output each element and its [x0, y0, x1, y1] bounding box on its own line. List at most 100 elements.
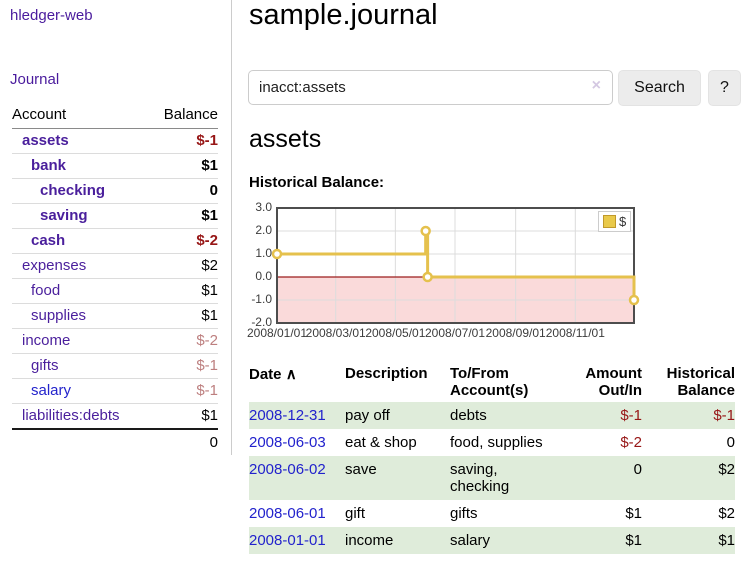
- y-axis-tick-label: 1.0: [255, 246, 272, 260]
- transaction-balance: $1: [718, 532, 735, 549]
- register-row: 2008-01-01 income salary $1 $1: [249, 527, 735, 554]
- account-row: income $-2: [12, 328, 218, 354]
- x-axis-tick-label: 2008/05/01: [365, 326, 426, 340]
- clear-search-icon[interactable]: ×: [591, 77, 601, 94]
- search-form: × Search ?: [248, 70, 742, 106]
- account-row: salary $-1: [12, 378, 218, 404]
- transaction-amount: 0: [633, 461, 642, 478]
- register-row: 2008-06-01 gift gifts $1 $2: [249, 500, 735, 527]
- account-row: checking 0: [12, 178, 218, 204]
- transaction-date-link[interactable]: 2008-06-03: [249, 434, 326, 451]
- legend-swatch-icon: [603, 215, 616, 228]
- page-title: sample.journal: [249, 0, 438, 31]
- transaction-balance: $2: [718, 505, 735, 522]
- transaction-accounts: debts: [450, 407, 487, 424]
- help-button[interactable]: ?: [708, 70, 741, 106]
- account-balance: $-1: [148, 378, 218, 404]
- accounts-total-value: 0: [148, 428, 218, 455]
- accounts-header-row: Account Balance: [12, 103, 218, 129]
- account-balance: $1: [201, 407, 218, 424]
- transaction-amount: $1: [625, 505, 642, 522]
- sidebar-account-link[interactable]: liabilities:debts: [22, 407, 120, 424]
- brand-link[interactable]: hledger-web: [10, 7, 93, 24]
- balance-column-header: Balance: [148, 103, 218, 129]
- sidebar: hledger-web Journal Account Balance asse…: [0, 0, 232, 455]
- sidebar-account-link[interactable]: saving: [40, 207, 88, 224]
- transaction-balance: $-1: [713, 407, 735, 424]
- y-axis-tick-label: -1.0: [251, 292, 272, 306]
- description-column-header: Description: [345, 365, 428, 382]
- historical-balance-label: Historical Balance:: [249, 174, 385, 191]
- y-axis-tick-label: 0.0: [255, 269, 272, 283]
- account-row: expenses $2: [12, 253, 218, 279]
- sidebar-account-link[interactable]: checking: [40, 182, 106, 199]
- account-balance: $1: [148, 203, 218, 229]
- main-content: sample.journal × Search ? assets Histori…: [247, 0, 742, 582]
- transaction-date-link[interactable]: 2008-06-02: [249, 461, 326, 478]
- legend-label: $: [619, 214, 627, 229]
- sidebar-item-journal[interactable]: Journal: [10, 71, 60, 88]
- x-axis-tick-label: 2008/09/01: [485, 326, 546, 340]
- accounts-body: assets $-1 bank $1 checking 0 saving $1 cash $-2 e…: [12, 128, 218, 430]
- account-row: supplies $1: [12, 303, 218, 329]
- transaction-description: eat & shop: [345, 434, 417, 451]
- x-axis-tick-label: 2008/11/01: [545, 326, 605, 340]
- accounts-total-row: 0: [12, 428, 218, 455]
- search-box: ×: [248, 70, 613, 105]
- register-row: 2008-12-31 pay off debts $-1 $-1: [249, 402, 735, 429]
- sidebar-account-link[interactable]: bank: [31, 157, 67, 174]
- x-axis-tick-label: 2008/03/01: [305, 326, 366, 340]
- sidebar-account-link[interactable]: income: [22, 332, 71, 349]
- transaction-description: pay off: [345, 407, 390, 424]
- account-row: cash $-2: [12, 228, 218, 254]
- amount-column-header: Amount Out/In: [585, 365, 642, 399]
- register-row: 2008-06-02 save saving, checking 0 $2: [249, 456, 735, 500]
- account-heading: assets: [249, 125, 322, 153]
- transaction-date-link[interactable]: 2008-12-31: [249, 407, 326, 424]
- sidebar-account-link[interactable]: food: [31, 282, 61, 299]
- search-input[interactable]: [248, 70, 613, 105]
- sort-ascending-icon: ∧: [285, 366, 297, 383]
- account-row: assets $-1: [12, 128, 218, 154]
- chart-legend: $: [598, 211, 632, 232]
- accounts-column-header: To/From Account(s): [450, 365, 529, 399]
- account-balance: $-2: [148, 228, 218, 254]
- transaction-accounts: food, supplies: [450, 434, 543, 451]
- account-row: liabilities:debts $1: [12, 404, 218, 430]
- transaction-amount: $1: [625, 532, 642, 549]
- account-row: bank $1: [12, 153, 218, 179]
- sidebar-account-link[interactable]: gifts: [31, 357, 59, 374]
- transaction-description: gift: [345, 505, 366, 522]
- transaction-description: income: [345, 532, 394, 549]
- account-balance: $1: [148, 153, 218, 179]
- register-body: 2008-12-31 pay off debts $-1 $-1 2008-06-03 ea…: [249, 402, 735, 554]
- register-table: Date ∧ Description To/From Account(s) Am…: [249, 362, 735, 554]
- y-axis-tick-label: -2.0: [251, 315, 272, 329]
- balance-chart: $ 3.0 2.0 1.0 0.0 -1.0 -2.0 2008/01/01 2008/03/…: [247, 200, 742, 352]
- sidebar-account-link[interactable]: salary: [31, 382, 72, 399]
- account-balance: 0: [148, 178, 218, 204]
- sidebar-account-link[interactable]: supplies: [31, 307, 87, 324]
- account-balance: $1: [148, 278, 218, 304]
- x-axis-tick-label: 2008/07/01: [424, 326, 486, 340]
- search-button[interactable]: Search: [618, 70, 701, 106]
- account-row: gifts $-1: [12, 353, 218, 379]
- sidebar-account-link[interactable]: assets: [22, 132, 69, 149]
- account-balance: $1: [148, 303, 218, 329]
- date-column-header[interactable]: Date ∧: [249, 366, 297, 383]
- account-row: food $1: [12, 278, 218, 304]
- transaction-description: save: [345, 461, 377, 478]
- register-row: 2008-06-03 eat & shop food, supplies $-2 0: [249, 429, 735, 456]
- account-balance: $-1: [148, 128, 218, 154]
- transaction-date-link[interactable]: 2008-06-01: [249, 505, 326, 522]
- transaction-accounts: gifts: [450, 505, 478, 522]
- transaction-date-link[interactable]: 2008-01-01: [249, 532, 326, 549]
- accounts-table: Account Balance assets $-1 bank $1 checking 0…: [12, 103, 218, 455]
- sidebar-account-link[interactable]: expenses: [22, 257, 87, 274]
- transaction-accounts: salary: [450, 532, 491, 549]
- transaction-accounts: saving, checking: [450, 461, 510, 495]
- register-header-row: Date ∧ Description To/From Account(s) Am…: [249, 362, 735, 402]
- sidebar-account-link[interactable]: cash: [31, 232, 66, 249]
- x-axis-tick-label: 2008/01/01: [246, 326, 308, 340]
